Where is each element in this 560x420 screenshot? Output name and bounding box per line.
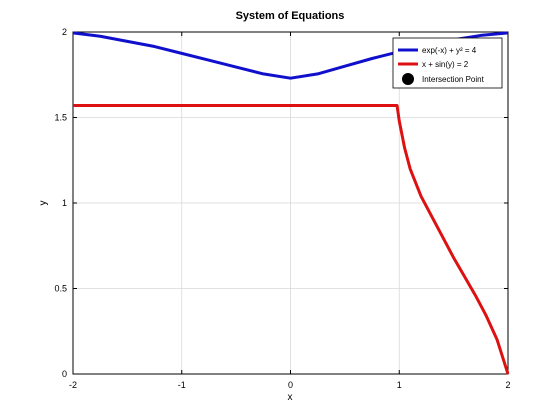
x-tick-label: -2: [69, 380, 77, 390]
chart-title: System of Equations: [236, 10, 345, 22]
y-tick-label: 0.5: [54, 284, 67, 294]
axis-ticks: -2 -1 0 1 2 0 0.5 1 1.5 2: [54, 27, 510, 390]
x-axis-label: x: [288, 392, 293, 403]
x-tick-label: -1: [178, 380, 186, 390]
y-tick-label: 2: [62, 27, 67, 37]
x-tick-label: 1: [397, 380, 402, 390]
y-axis-label: y: [38, 201, 49, 206]
legend-marker-intersection: [402, 73, 414, 85]
legend-label-0: exp(-x) + y² = 4: [422, 46, 477, 55]
legend: exp(-x) + y² = 4 x + sin(y) = 2 Intersec…: [392, 37, 503, 89]
x-tick-label: 0: [288, 380, 293, 390]
y-tick-label: 0: [62, 369, 67, 379]
y-tick-label: 1: [62, 198, 67, 208]
y-tick-label: 1.5: [54, 113, 67, 123]
legend-label-1: x + sin(y) = 2: [422, 60, 469, 69]
series-line-1: [73, 104, 510, 375]
legend-label-2: Intersection Point: [422, 75, 485, 84]
x-tick-label: 2: [505, 380, 510, 390]
